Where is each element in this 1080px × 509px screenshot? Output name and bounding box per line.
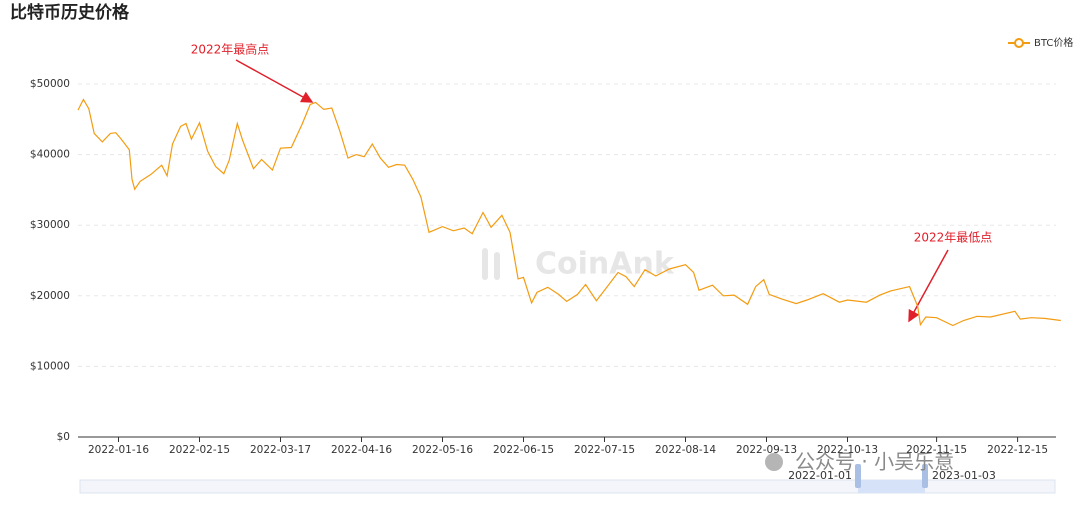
x-tick-label: 2022-02-15 [169, 444, 230, 456]
x-tick-label: 2022-01-16 [88, 444, 149, 456]
x-tick-label: 2022-08-14 [655, 444, 716, 456]
x-tick-label: 2022-06-15 [493, 444, 554, 456]
line-series [77, 98, 1061, 327]
y-tick-label: $10000 [30, 360, 70, 372]
legend: BTC价格 [1008, 36, 1073, 49]
zoom-handle[interactable] [922, 464, 928, 488]
x-tick-label: 2022-10-13 [817, 444, 878, 456]
legend-label[interactable]: BTC价格 [1034, 36, 1073, 49]
watermark-logo [494, 252, 500, 280]
annotation: 2022年最高点 [191, 42, 270, 57]
x-tick-label: 2022-03-17 [250, 444, 311, 456]
x-tick-label: 2022-09-13 [736, 444, 797, 456]
y-tick-label: $20000 [30, 290, 70, 302]
zoom-handle[interactable] [855, 464, 861, 488]
annotation: 2022年最低点 [914, 231, 993, 245]
y-tick-label: $40000 [30, 149, 70, 161]
x-tick-label: 2022-11-15 [906, 444, 967, 456]
y-tick-label: $50000 [30, 78, 70, 90]
wechat-icon [765, 453, 783, 471]
watermark: CoinAnk [535, 247, 675, 282]
legend-marker [1014, 38, 1024, 48]
zoom-slider[interactable] [79, 479, 1056, 494]
zoom-window[interactable] [858, 480, 925, 493]
chart-title: 比特币历史价格 [10, 2, 130, 23]
footer-watermark: 公众号 · 小吴乐意 [795, 450, 954, 474]
y-tick-label: $0 [57, 431, 70, 443]
x-tick-label: 2022-07-15 [574, 444, 635, 456]
watermark-logo [482, 248, 488, 280]
x-tick-label: 2022-04-16 [331, 444, 392, 456]
x-tick-label: 2022-12-15 [987, 444, 1048, 456]
x-tick-label: 2022-05-16 [412, 444, 473, 456]
zoom-label: 2023-01-03 [932, 469, 996, 482]
y-tick-label: $30000 [30, 219, 70, 231]
annotation-arrow [908, 249, 949, 323]
annotation-arrow [235, 59, 314, 103]
zoom-label: 2022-01-01 [788, 469, 852, 482]
